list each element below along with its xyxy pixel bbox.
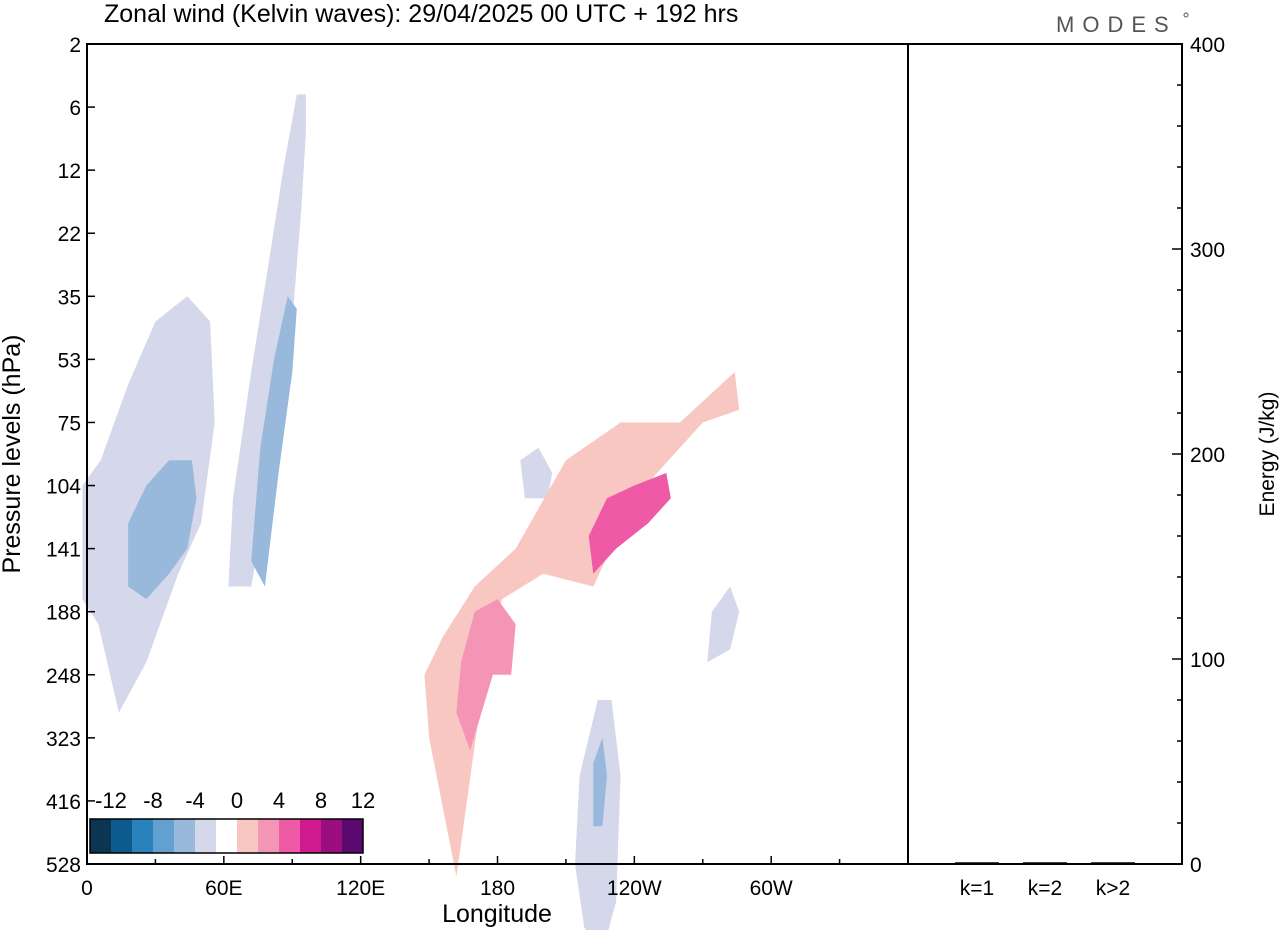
y-tick-label: 12	[58, 160, 81, 183]
colorbar-swatch	[279, 819, 300, 853]
contour-region-9	[456, 599, 516, 751]
energy-tick-label: 100	[1190, 649, 1225, 672]
colorbar-swatch	[300, 819, 321, 853]
y-tick-label: 323	[46, 728, 81, 751]
contour-region-7	[707, 586, 740, 663]
y-tick-label: 22	[58, 223, 81, 246]
x-tick-label: 60E	[205, 877, 242, 900]
y-tick-label: 2	[69, 34, 81, 57]
colorbar-swatch	[258, 819, 279, 853]
x-tick-label: 180	[480, 877, 515, 900]
energy-axis: 0 100 200 300 400 Energy (J/kg) k=1 k=2 k>2	[955, 34, 1279, 900]
colorbar-swatch	[195, 819, 216, 853]
colorbar-swatch	[111, 819, 132, 853]
energy-category-label: k=2	[1028, 877, 1062, 900]
energy-category-label: k=1	[960, 877, 994, 900]
x-tick-label: 0	[81, 877, 93, 900]
colorbar-label: -12	[95, 788, 127, 813]
energy-tick-label: 0	[1190, 854, 1202, 877]
x-axis: 0 60E 120E 180 120W 60W	[81, 856, 841, 900]
y-tick-label: 75	[58, 412, 81, 435]
contour-region-1	[128, 460, 197, 600]
colorbar-swatch	[90, 819, 111, 853]
colorbar-swatch	[216, 819, 237, 853]
contour-region-3	[251, 296, 297, 587]
contour-region-5	[593, 737, 607, 827]
energy-tick-label: 400	[1190, 34, 1225, 57]
chart-title: Zonal wind (Kelvin waves): 29/04/2025 00…	[104, 0, 738, 28]
colorbar-label: -4	[185, 788, 205, 813]
y-axis-label: Pressure levels (hPa)	[0, 335, 26, 574]
colorbar-swatch	[321, 819, 342, 853]
y-tick-label: 188	[46, 602, 81, 625]
x-tick-label: 120W	[607, 877, 662, 900]
energy-tick-label: 300	[1190, 239, 1225, 262]
brand-logo: MODES	[1056, 12, 1177, 37]
contour-region-6	[520, 447, 553, 499]
contour-fills	[82, 94, 740, 930]
y-tick-label: 141	[46, 539, 81, 562]
y-axis: 2 6 12 22 35 53 75 104 141 188 248 323 416 528	[46, 34, 95, 877]
colorbar-label: -8	[143, 788, 163, 813]
colorbar-label: 8	[315, 788, 327, 813]
y-tick-label: 528	[46, 854, 81, 877]
colorbar-label: 4	[273, 788, 285, 813]
y-tick-label: 53	[58, 349, 81, 372]
y-tick-label: 104	[46, 476, 81, 499]
x-tick-label: 120E	[336, 877, 385, 900]
colorbar-swatch	[237, 819, 258, 853]
energy-panel-frame	[907, 43, 1183, 865]
colorbar-frame	[89, 818, 364, 854]
y-tick-label: 416	[46, 791, 81, 814]
y-tick-label: 6	[69, 97, 81, 120]
y-tick-label: 35	[58, 286, 81, 309]
colorbar-label: 12	[351, 788, 375, 813]
colorbar-swatch	[132, 819, 153, 853]
colorbar-label: 0	[231, 788, 243, 813]
brand-registered-mark	[1183, 12, 1189, 18]
colorbar: -12 -8 -4 0 4 8 12	[89, 788, 375, 854]
contour-region-2	[228, 94, 306, 587]
x-tick-label: 60W	[750, 877, 793, 900]
energy-tick-label: 200	[1190, 444, 1225, 467]
y-tick-label: 248	[46, 665, 81, 688]
x-axis-label: Longitude	[442, 900, 552, 928]
colorbar-swatch	[153, 819, 174, 853]
contour-region-10	[588, 472, 671, 574]
energy-axis-label: Energy (J/kg)	[1256, 392, 1279, 517]
colorbar-swatch	[342, 819, 363, 853]
colorbar-swatch	[174, 819, 195, 853]
energy-category-label: k>2	[1096, 877, 1130, 900]
